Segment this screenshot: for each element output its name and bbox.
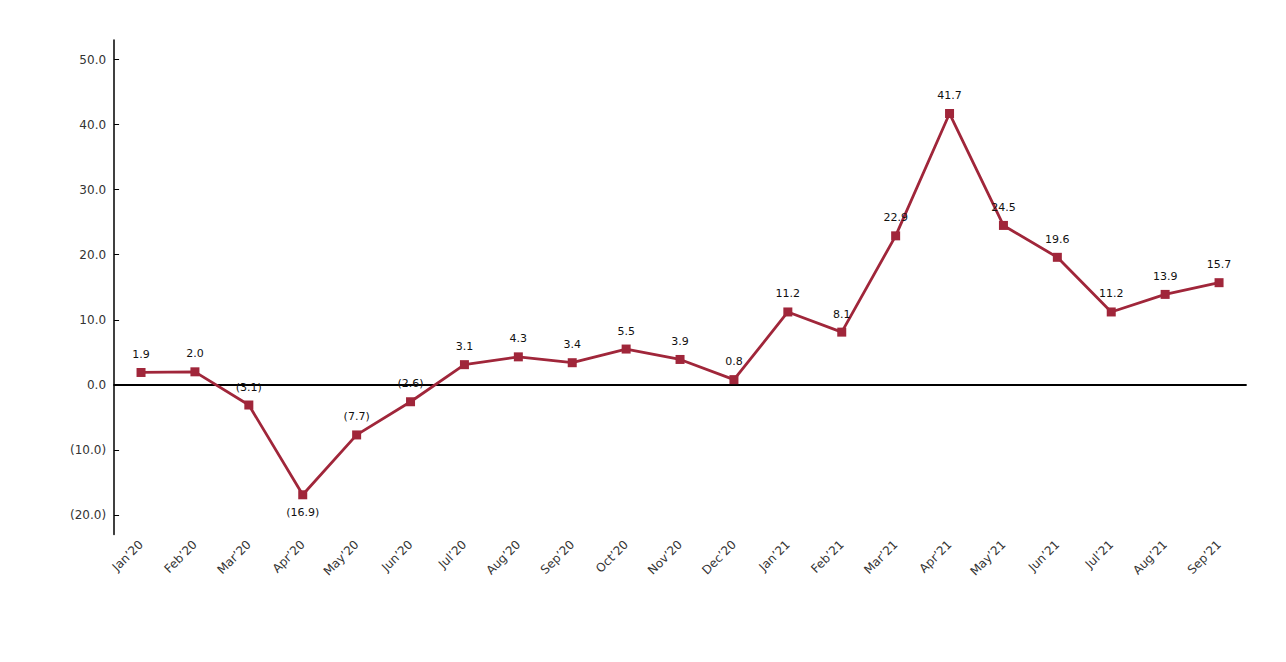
svg-text:Jun’21: Jun’21 <box>1025 538 1062 575</box>
svg-text:40.0: 40.0 <box>79 118 106 132</box>
svg-text:(10.0): (10.0) <box>70 443 106 457</box>
svg-text:Jan’21: Jan’21 <box>756 538 793 575</box>
svg-text:4.3: 4.3 <box>510 332 528 345</box>
svg-text:30.0: 30.0 <box>79 183 106 197</box>
svg-text:50.0: 50.0 <box>79 53 106 67</box>
svg-text:24.5: 24.5 <box>991 201 1016 214</box>
svg-text:11.2: 11.2 <box>1099 287 1124 300</box>
svg-text:22.9: 22.9 <box>883 211 908 224</box>
svg-text:Sep’20: Sep’20 <box>538 538 577 577</box>
svg-text:Mar’20: Mar’20 <box>214 538 253 577</box>
svg-text:20.0: 20.0 <box>79 248 106 262</box>
svg-text:Apr’21: Apr’21 <box>916 538 954 576</box>
svg-text:May’20: May’20 <box>321 538 362 579</box>
svg-text:13.9: 13.9 <box>1153 270 1178 283</box>
svg-text:Aug’20: Aug’20 <box>483 538 523 578</box>
svg-text:0.8: 0.8 <box>725 355 743 368</box>
svg-text:(2.6): (2.6) <box>397 377 423 390</box>
svg-text:(16.9): (16.9) <box>286 506 319 519</box>
svg-text:1.9: 1.9 <box>132 348 150 361</box>
svg-text:8.1: 8.1 <box>833 308 851 321</box>
svg-text:11.2: 11.2 <box>776 287 801 300</box>
svg-text:Dec’20: Dec’20 <box>699 538 739 578</box>
svg-text:3.4: 3.4 <box>563 338 581 351</box>
svg-text:Jan’20: Jan’20 <box>109 538 146 575</box>
svg-text:15.7: 15.7 <box>1207 258 1232 271</box>
svg-text:Aug’21: Aug’21 <box>1130 538 1170 578</box>
svg-text:41.7: 41.7 <box>937 89 962 102</box>
svg-text:5.5: 5.5 <box>617 325 635 338</box>
svg-text:Jun’20: Jun’20 <box>378 538 415 575</box>
svg-text:(3.1): (3.1) <box>236 381 262 394</box>
svg-text:Apr’20: Apr’20 <box>270 538 308 576</box>
svg-text:Feb’20: Feb’20 <box>162 538 200 576</box>
svg-text:19.6: 19.6 <box>1045 233 1070 246</box>
svg-text:May’21: May’21 <box>967 538 1008 579</box>
svg-text:Sep’21: Sep’21 <box>1185 538 1224 577</box>
svg-text:2.0: 2.0 <box>186 347 204 360</box>
svg-text:3.9: 3.9 <box>671 335 689 348</box>
svg-text:(20.0): (20.0) <box>70 508 106 522</box>
svg-text:Jul’20: Jul’20 <box>435 538 469 572</box>
svg-text:Oct’20: Oct’20 <box>593 538 631 576</box>
svg-text:Feb’21: Feb’21 <box>808 538 846 576</box>
svg-text:(7.7): (7.7) <box>344 410 370 423</box>
svg-text:0.0: 0.0 <box>87 378 106 392</box>
svg-text:10.0: 10.0 <box>79 313 106 327</box>
svg-text:Jul’21: Jul’21 <box>1082 538 1116 572</box>
svg-text:Mar’21: Mar’21 <box>861 538 900 577</box>
svg-text:Nov’20: Nov’20 <box>645 538 685 578</box>
svg-text:3.1: 3.1 <box>456 340 474 353</box>
